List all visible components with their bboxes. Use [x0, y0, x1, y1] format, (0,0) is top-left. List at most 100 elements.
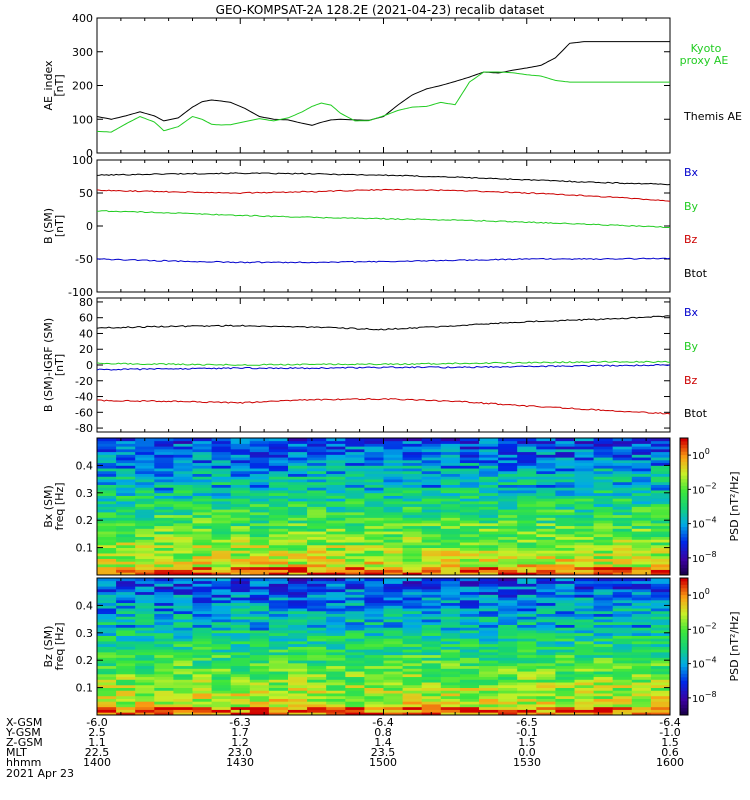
ephemeris-row: Z-GSM 1.1 1.2 1.4 1.5 1.5 — [0, 737, 750, 748]
heatmap-cell — [459, 630, 480, 634]
heatmap-cell — [593, 528, 614, 532]
heatmap-cell — [631, 627, 652, 631]
heatmap-cell — [173, 624, 193, 628]
heatmap-cell — [173, 539, 193, 543]
heatmap-cell — [307, 616, 327, 620]
heatmap-cell — [555, 701, 575, 705]
heatmap-cell — [536, 451, 556, 455]
heatmap-cell — [307, 654, 327, 658]
heatmap-cell — [173, 506, 193, 510]
heatmap-cell — [268, 553, 289, 557]
heatmap-cell — [650, 553, 671, 557]
heatmap-cell — [116, 684, 136, 688]
heatmap-cell — [631, 465, 652, 469]
heatmap-cell — [555, 531, 575, 535]
heatmap-cell — [479, 605, 499, 609]
heatmap-cell — [173, 586, 193, 590]
heatmap-cell — [97, 621, 117, 625]
heatmap-cell — [402, 509, 423, 513]
heatmap-cell — [268, 490, 289, 494]
heatmap-cell — [593, 597, 614, 601]
heatmap-cell — [211, 539, 232, 543]
heatmap-cell — [364, 544, 384, 548]
heatmap-cell — [326, 520, 346, 524]
heatmap-cell — [612, 517, 633, 521]
heatmap-cell — [517, 679, 537, 683]
heatmap-cell — [249, 492, 270, 496]
heatmap-cell — [192, 550, 212, 554]
heatmap-cell — [364, 668, 384, 672]
heatmap-cell — [288, 682, 308, 686]
heatmap-cell — [307, 544, 327, 548]
heatmap-cell — [402, 704, 423, 708]
heatmap-cell — [402, 498, 423, 502]
heatmap-cell — [631, 457, 652, 461]
heatmap-cell — [326, 517, 346, 521]
heatmap-cell — [479, 566, 499, 570]
heatmap-cell — [326, 701, 346, 705]
heatmap-cell — [135, 613, 155, 617]
heatmap-cell — [574, 698, 594, 702]
heatmap-cell — [364, 651, 384, 656]
heatmap-cell — [116, 654, 136, 658]
heatmap-cell — [383, 438, 403, 442]
heatmap-cell — [97, 547, 117, 551]
heatmap-cell — [288, 651, 308, 656]
heatmap-cell — [650, 544, 671, 548]
heatmap-cell — [440, 520, 461, 524]
heatmap-cell — [498, 695, 518, 699]
heatmap-cell — [288, 457, 308, 461]
heatmap-cell — [383, 498, 403, 502]
heatmap-cell — [555, 522, 575, 527]
heatmap-cell — [479, 630, 499, 634]
heatmap-cell — [631, 712, 652, 716]
heatmap-cell — [517, 492, 537, 496]
heatmap-cell — [116, 544, 136, 548]
heatmap-cell — [326, 616, 346, 620]
heatmap-cell — [383, 533, 403, 538]
heatmap-cell — [211, 542, 232, 546]
figure-title: GEO-KOMPSAT-2A 128.2E (2021-04-23) recal… — [216, 3, 545, 17]
heatmap-cell — [574, 712, 594, 716]
heatmap-cell — [326, 660, 346, 664]
heatmap-cell — [650, 630, 671, 634]
heatmap-cell — [421, 646, 442, 650]
heatmap-cell — [536, 627, 556, 631]
heatmap-cell — [479, 665, 499, 669]
colorbar-tick-label: 10−2 — [692, 621, 717, 636]
heatmap-cell — [440, 673, 461, 678]
heatmap-cell — [268, 481, 289, 485]
heatmap-cell — [97, 558, 117, 562]
heatmap-cell — [479, 525, 499, 529]
heatmap-cell — [97, 682, 117, 686]
heatmap-cell — [307, 646, 327, 650]
heatmap-cell — [249, 660, 270, 664]
heatmap-cell — [249, 470, 270, 475]
colorbar-segment — [680, 540, 688, 545]
heatmap-cell — [593, 690, 614, 694]
heatmap-cell — [517, 473, 537, 477]
heatmap-cell — [593, 517, 614, 521]
heatmap-cell — [574, 448, 594, 453]
heatmap-cell — [307, 484, 327, 488]
heatmap-cell — [345, 610, 365, 615]
colorbar-segment — [680, 441, 688, 446]
heatmap-cell — [192, 533, 212, 538]
heatmap-cell — [364, 547, 384, 551]
heatmap-cell — [574, 481, 594, 485]
legend-bz: Bz — [684, 374, 698, 387]
heatmap-cell — [307, 673, 327, 678]
heatmap-cell — [173, 520, 193, 524]
heatmap-cell — [402, 558, 423, 562]
heatmap-cell — [230, 525, 251, 529]
heatmap-cell — [345, 487, 365, 491]
heatmap-cell — [402, 676, 423, 680]
heatmap-cell — [612, 627, 633, 631]
heatmap-cell — [383, 473, 403, 477]
heatmap-cell — [307, 651, 327, 656]
heatmap-cell — [593, 501, 614, 505]
heatmap-cell — [345, 602, 365, 606]
heatmap-cell — [440, 665, 461, 669]
colorbar-segment — [680, 581, 688, 586]
heatmap-cell — [650, 682, 671, 686]
